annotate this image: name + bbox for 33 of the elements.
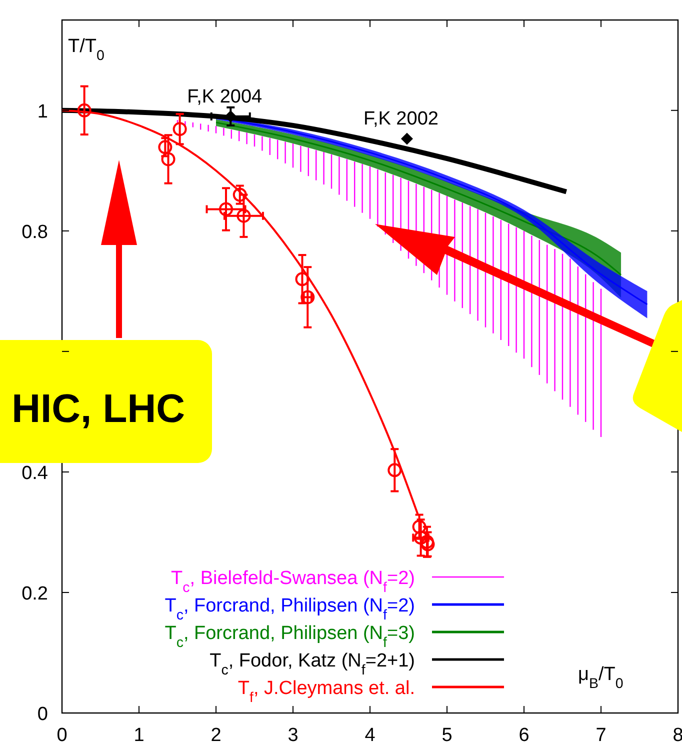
y-tick-label: 0.8 — [22, 222, 48, 243]
annotation: F,K 2004 — [187, 86, 263, 108]
point — [400, 132, 413, 145]
point — [388, 463, 402, 478]
point — [236, 208, 251, 223]
x-axis-title: μ$_{B}$/T$_{0}$ — [578, 664, 624, 692]
x-tick-label: 4 — [364, 725, 376, 746]
x-tick-label: 6 — [518, 725, 530, 746]
point — [420, 537, 435, 552]
x-tick-label: 8 — [672, 725, 682, 746]
annotation: HIC, LHC — [12, 387, 185, 431]
legend-label: T$_{f}$, J.Cleymans et. al. — [238, 678, 415, 706]
x-tick-label: 3 — [288, 725, 298, 746]
y-tick-label: 0.4 — [22, 462, 48, 484]
y-tick-label: 1 — [37, 101, 48, 122]
point — [295, 272, 310, 286]
point — [219, 202, 234, 216]
y-tick-label: 0.2 — [22, 583, 48, 604]
legend-label: T$_{c}$, Bielefeld-Swansea (N$_{f}$=2) — [171, 568, 415, 596]
annotation: F,K 2002 — [363, 108, 438, 130]
x-tick-label: 5 — [442, 725, 452, 746]
x-tick-label: 0 — [56, 725, 68, 746]
y-axis-title: T/T$_{0}$ — [68, 36, 104, 64]
x-tick-label: 1 — [134, 725, 144, 746]
point — [224, 110, 237, 122]
point — [77, 103, 92, 118]
point — [172, 122, 187, 136]
y-tick-label: 0 — [37, 704, 48, 725]
legend-label: T$_{c}$, Forcrand, Philipsen (N$_{f}$=3) — [164, 623, 415, 651]
legend-label: T$_{c}$, Forcrand, Philipsen (N$_{f}$=2) — [164, 596, 415, 624]
x-tick-label: 2 — [210, 725, 222, 746]
legend-label: T$_{c}$, Fodor, Katz (N$_{f}$=2+1) — [210, 650, 415, 678]
x-tick-label: 7 — [596, 725, 606, 746]
